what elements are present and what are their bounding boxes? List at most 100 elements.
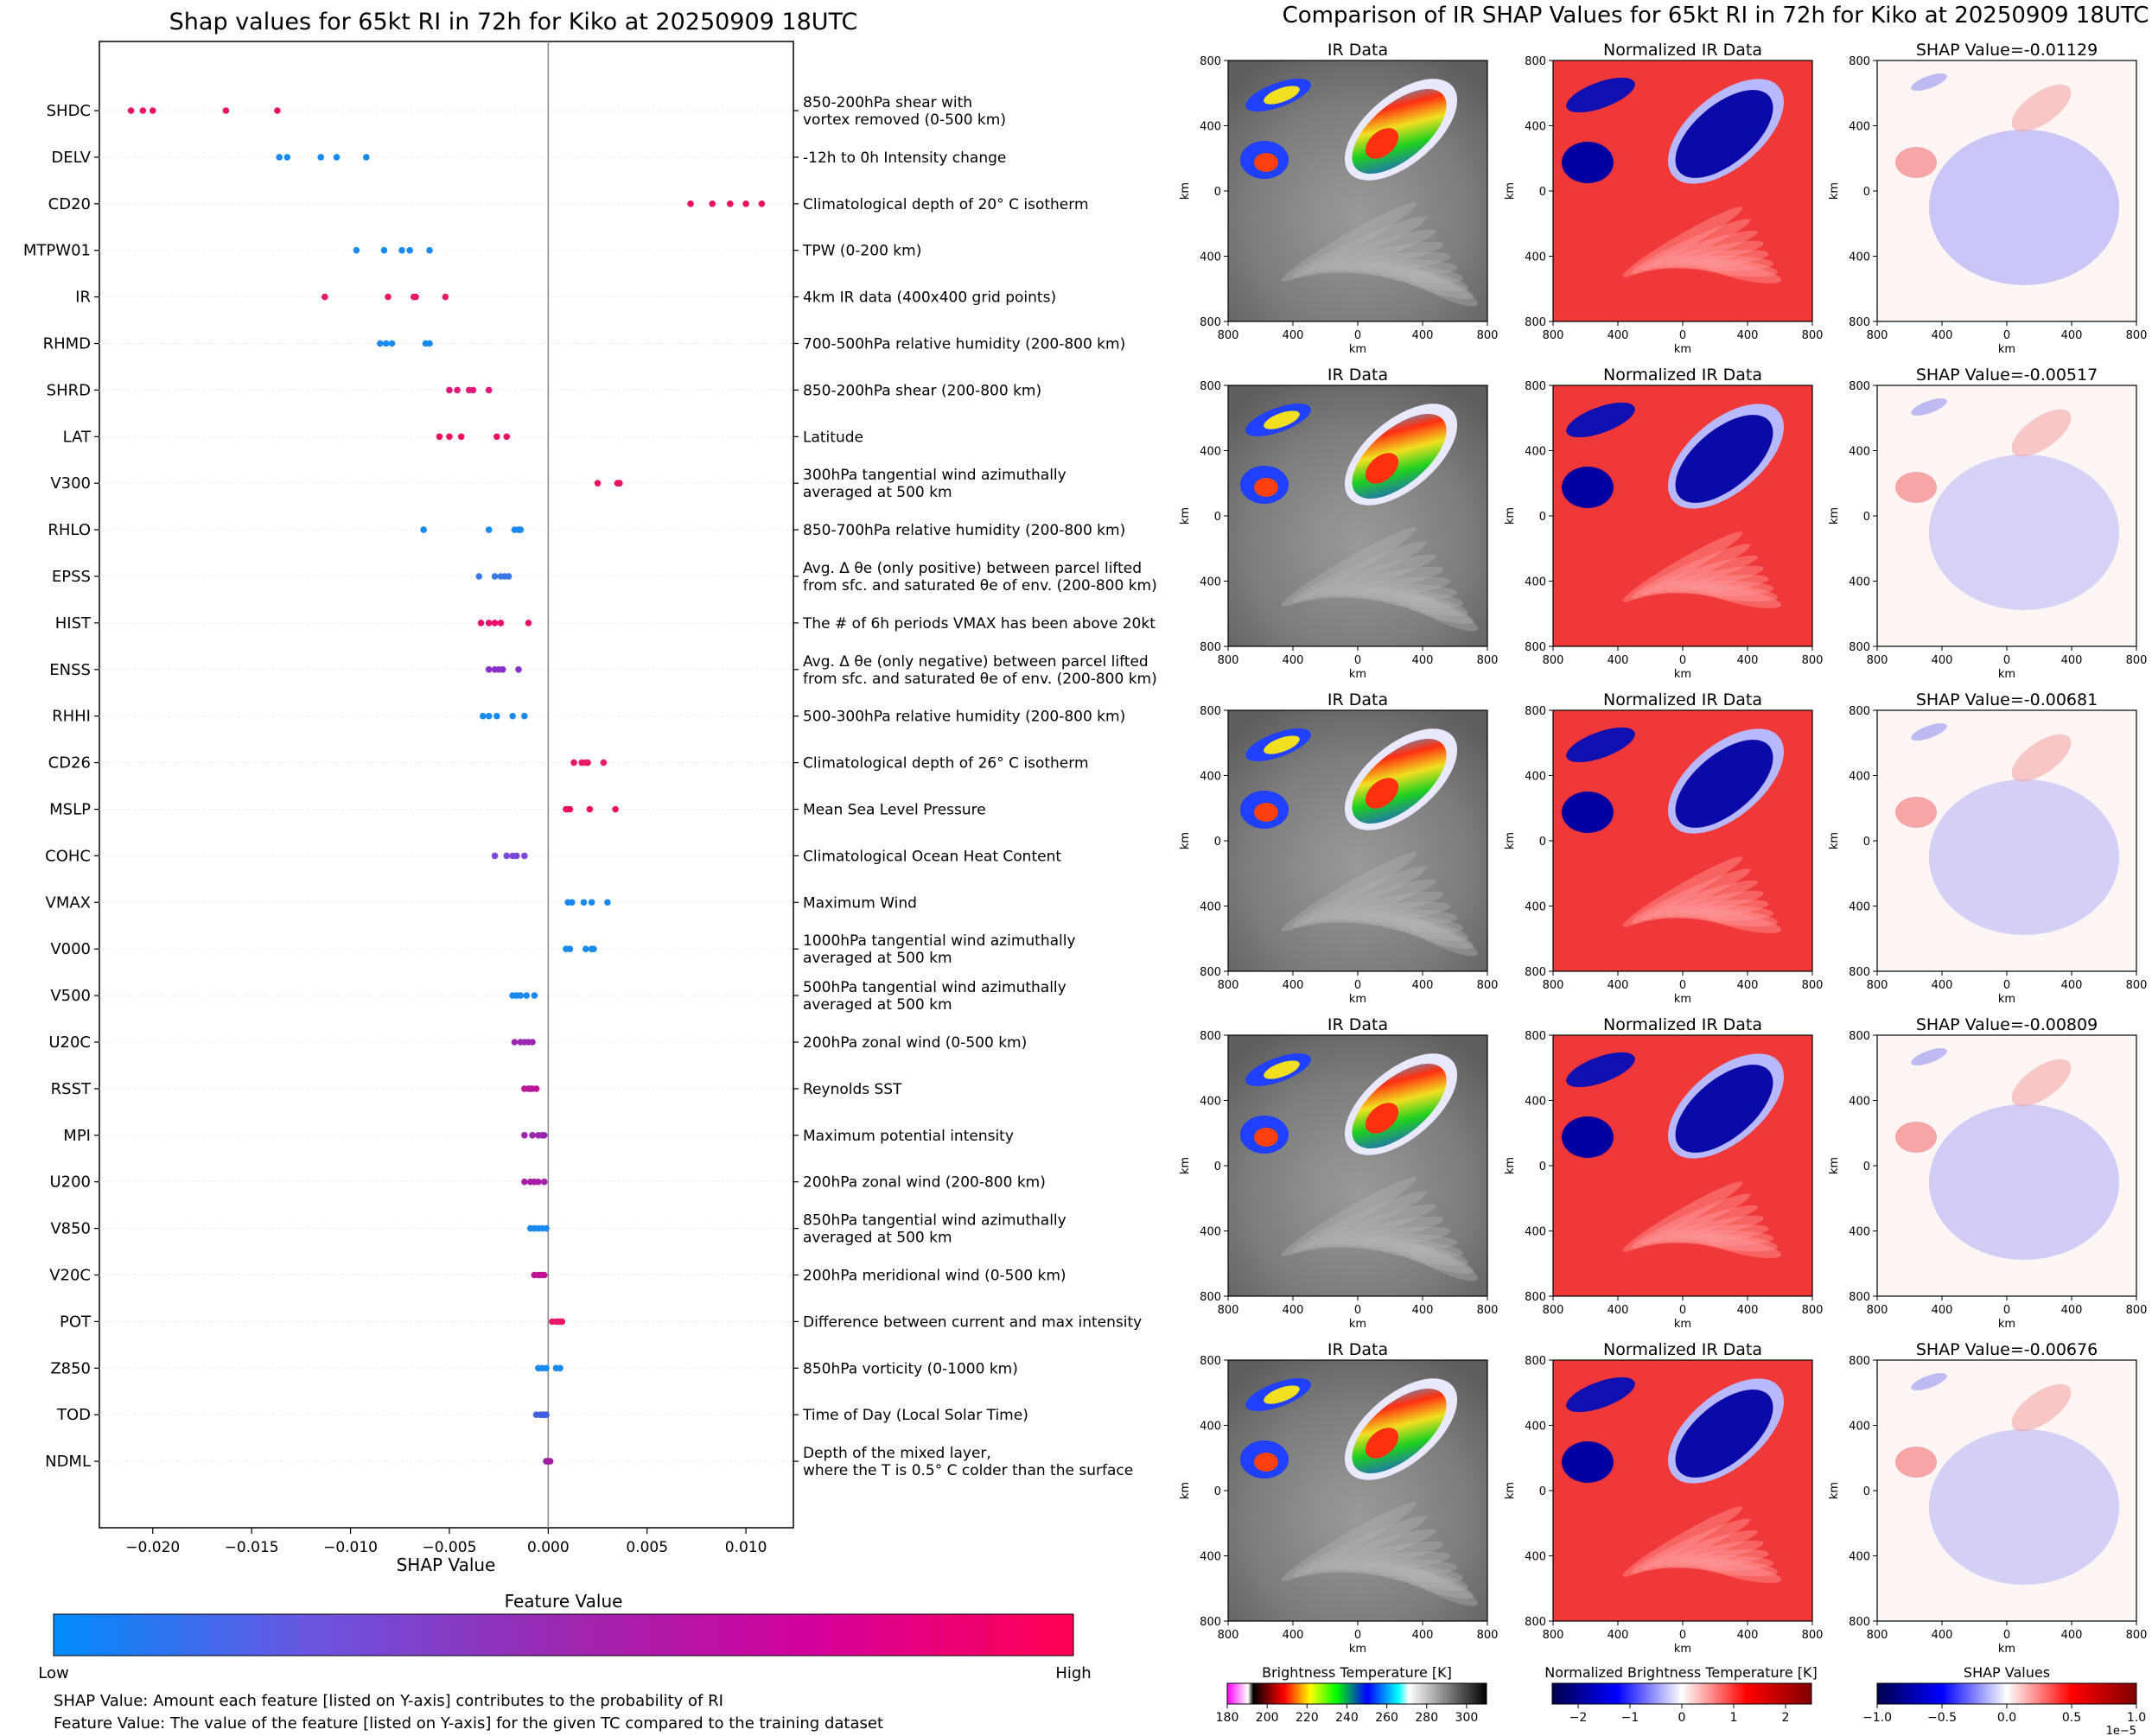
y-tick-label: 800 — [1525, 966, 1546, 979]
norm-band — [1678, 581, 1773, 596]
feature-description: Maximum potential intensity — [803, 1128, 1014, 1145]
cloud-band — [1391, 1567, 1474, 1599]
feature-description: Climatological depth of 26° C isotherm — [803, 755, 1089, 773]
shap-point — [557, 1364, 563, 1372]
feature-label: IR — [75, 289, 91, 307]
x-tick-label: 0 — [2003, 654, 2010, 667]
y-tick-label: 800 — [1849, 55, 1870, 68]
norm-band — [1691, 1558, 1778, 1577]
shap-point — [582, 945, 589, 952]
feature-description: TPW (0-200 km) — [802, 243, 921, 260]
x-tick-label: 400 — [1608, 329, 1629, 342]
shap-point — [420, 526, 427, 533]
y-tick-label: 800 — [1525, 55, 1546, 68]
x-tick-label: 400 — [1412, 979, 1434, 992]
shap-negative-spot — [1911, 73, 1947, 91]
feature-description: 200hPa meridional wind (0-500 km) — [803, 1268, 1066, 1285]
y-tick-label: 0 — [1214, 1161, 1221, 1173]
norm-colorbar-title: Normalized Brightness Temperature [K] — [1544, 1664, 1818, 1681]
shap-negative-spot — [1911, 1373, 1947, 1390]
ir-comparison-grid: Comparison of IR SHAP Values for 65kt RI… — [1179, 3, 2149, 1736]
y-tick-label: 400 — [1849, 901, 1870, 914]
x-ticks: −0.020 −0.015 −0.010 −0.005 0.000 0.005 0.010 — [125, 1528, 767, 1556]
x-tick-label: 800 — [1543, 654, 1564, 667]
y-axis-label: km — [1828, 182, 1841, 200]
shap-positive-region — [1895, 797, 1937, 828]
feature-label: EPSS — [52, 568, 91, 586]
cloud-band — [1330, 901, 1451, 924]
cloud-band — [1281, 202, 1417, 282]
colorbar-tick-label: 260 — [1375, 1711, 1398, 1725]
x-axis-label: km — [1349, 1318, 1366, 1331]
shap-point — [480, 712, 487, 720]
shap-point — [523, 992, 530, 999]
y-tick-label: 800 — [1849, 641, 1870, 654]
shap-point — [491, 852, 499, 860]
y-tick-label: 0 — [1214, 511, 1221, 524]
shap-point — [446, 386, 453, 394]
shap-point — [532, 1085, 540, 1092]
y-tick-label: 800 — [1200, 1030, 1221, 1043]
shap-negative-region — [1929, 779, 2119, 935]
x-tick-label: 800 — [1477, 654, 1499, 667]
y-tick-label: 0 — [1539, 1485, 1546, 1498]
norm-band — [1691, 1233, 1778, 1252]
cloud-band — [1359, 913, 1463, 933]
y-tick-label: 800 — [1200, 316, 1221, 329]
y-tick-label: 800 — [1849, 380, 1870, 393]
panel-title: Normalized IR Data — [1603, 1340, 1762, 1359]
feature-description: 850-200hPa shear with — [803, 94, 972, 111]
shap-point — [558, 1318, 566, 1326]
x-tick-label: 400 — [1737, 979, 1759, 992]
feature-label: RSST — [51, 1080, 92, 1098]
shap-point — [521, 712, 528, 720]
colorbar-tick-label: 1.0 — [2127, 1711, 2146, 1725]
shap-point — [385, 293, 392, 301]
x-axis-label: km — [1998, 343, 2015, 356]
x-tick-label: 800 — [1802, 1304, 1824, 1317]
x-tick-label: 800 — [1867, 1304, 1888, 1317]
y-axis-label: km — [1179, 507, 1192, 525]
feature-description: 500-300hPa relative humidity (200-800 km… — [803, 709, 1125, 726]
shap-point — [491, 620, 499, 626]
shap-point — [543, 1224, 550, 1232]
x-tick-label: 800 — [1477, 979, 1499, 992]
x-tick-label: 800 — [1543, 979, 1564, 992]
x-axis-label: km — [1349, 993, 1366, 1006]
y-tick-label: 400 — [1849, 251, 1870, 264]
x-tick-label: 400 — [2061, 979, 2083, 992]
cloud-band — [1281, 852, 1417, 932]
y-tick-label: 400 — [1849, 1226, 1870, 1239]
colorbar-title: Feature Value — [505, 1591, 623, 1612]
left-gridlines — [94, 110, 799, 1462]
y-tick-label: 400 — [1525, 251, 1546, 264]
convective-core — [1254, 478, 1278, 497]
cloud-band — [1406, 1570, 1479, 1606]
shap-point — [521, 852, 528, 860]
cloud-band — [1303, 229, 1436, 276]
shap-point — [276, 154, 283, 161]
y-axis-label: km — [1504, 1157, 1517, 1174]
shap-positive-region — [2011, 84, 2072, 132]
shap-point — [566, 945, 574, 952]
colorbar-tick-label: −1 — [1621, 1711, 1639, 1725]
left-xlabel: SHAP Value — [397, 1555, 496, 1575]
y-axis-label: km — [1504, 832, 1517, 849]
x-tick-label: 400 — [1932, 329, 1953, 342]
shap-negative-region — [1929, 455, 2119, 610]
shap-negative-region — [1929, 1104, 2119, 1260]
norm-storm — [1675, 415, 1773, 503]
shap-point — [590, 945, 597, 952]
feature-description: Difference between current and max inten… — [803, 1313, 1142, 1331]
shap-point — [588, 899, 595, 906]
y-tick-label: 800 — [1525, 1355, 1546, 1368]
x-tick-label: 400 — [1737, 1304, 1759, 1317]
norm-band — [1632, 544, 1751, 599]
panel-title: SHAP Value=-0.00809 — [1916, 1015, 2098, 1034]
x-tick-label: 400 — [1737, 1629, 1759, 1642]
x-tick-label: 400 — [2061, 1304, 2083, 1317]
cold-cloud-core — [1264, 410, 1300, 429]
shap-point — [513, 852, 520, 860]
